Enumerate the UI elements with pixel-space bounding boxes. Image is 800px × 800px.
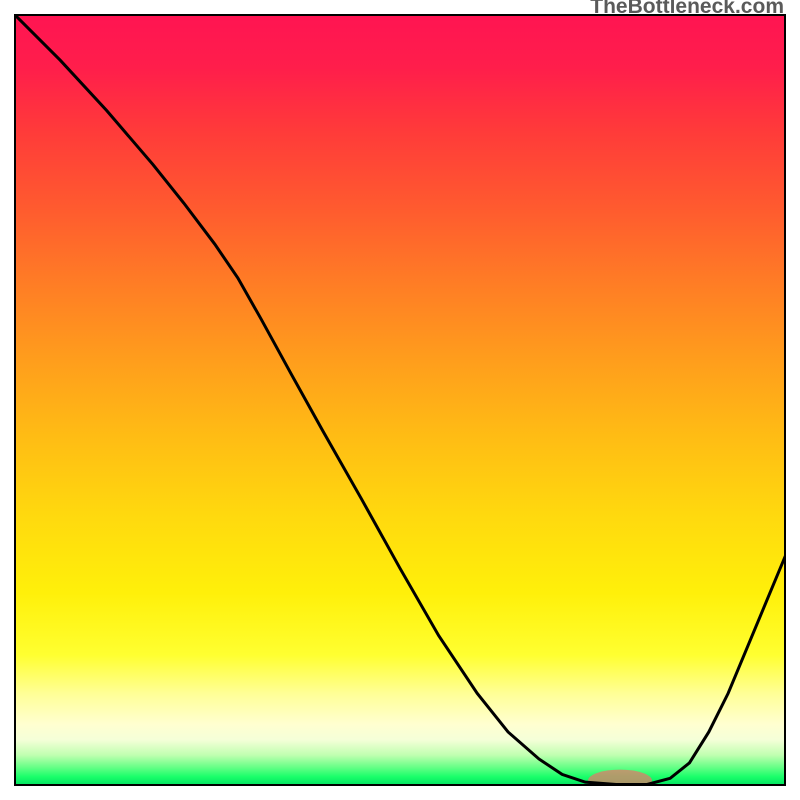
plot-area: [14, 14, 786, 786]
plot-border: [14, 14, 786, 786]
chart-container: TheBottleneck.com: [0, 0, 800, 800]
watermark-text: TheBottleneck.com: [590, 0, 784, 19]
